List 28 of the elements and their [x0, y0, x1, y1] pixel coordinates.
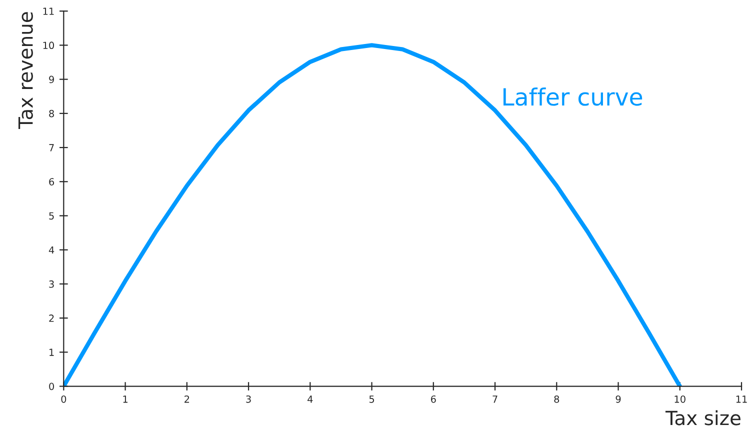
x-tick-label: 8	[554, 395, 560, 403]
y-tick-label: 1	[50, 348, 54, 356]
y-tick-label: 7	[49, 144, 54, 152]
y-axis-title: Tax revenue	[18, 12, 33, 130]
y-tick-label: 9	[49, 76, 54, 84]
y-tick-label: 10	[43, 42, 54, 50]
y-tick-label: 8	[49, 110, 54, 118]
x-tick-label: 9	[616, 395, 621, 403]
line-series	[64, 43, 682, 386]
y-tick-label: 5	[49, 212, 54, 220]
x-tick-label: 4	[308, 396, 313, 403]
y-tick-label: 6	[49, 178, 54, 186]
x-tick-label: 2	[184, 395, 190, 403]
y-tick-label: 11	[43, 8, 54, 15]
y-tick-label: 2	[49, 314, 54, 322]
x-axis-title: Tax size	[665, 410, 740, 426]
x-tick-label: 7	[492, 396, 498, 403]
x-tick-label: 3	[246, 395, 251, 403]
y-tick-label: 0	[49, 382, 54, 390]
x-tick-label: 1	[123, 396, 128, 403]
y-tick-label: 4	[48, 246, 54, 254]
y-tick-label: 3	[49, 280, 54, 288]
x-tick-label: 0	[61, 395, 66, 403]
series-label: Laffer curve	[504, 88, 642, 106]
x-tick-label: 6	[430, 395, 436, 403]
x-tick-label: 5	[369, 396, 374, 403]
x-tick-label: 11	[736, 396, 747, 403]
x-tick-label: 10	[674, 395, 686, 403]
